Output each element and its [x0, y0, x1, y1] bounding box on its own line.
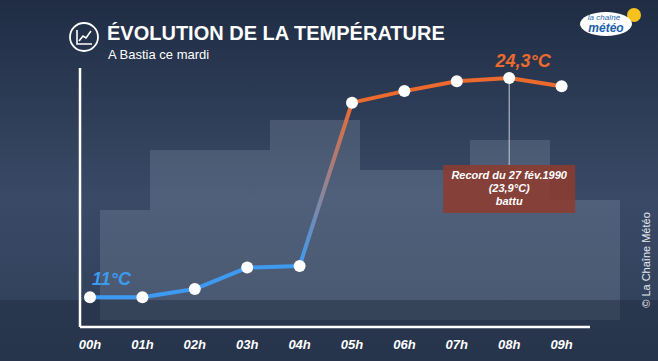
x-tick-label: 08h	[498, 337, 520, 352]
subtitle: A Bastia ce mardi	[108, 47, 209, 62]
icon-axes	[77, 30, 92, 44]
x-tick-label: 06h	[393, 337, 415, 352]
point	[503, 72, 515, 84]
point	[451, 75, 463, 87]
plot-marks	[84, 72, 568, 303]
chart: ÉVOLUTION DE LA TEMPÉRATURE A Bastia ce m…	[0, 0, 658, 361]
point	[294, 260, 306, 272]
temperature-line	[90, 78, 562, 297]
logo-text: météo	[588, 21, 623, 35]
background	[0, 0, 658, 361]
point	[241, 262, 253, 274]
point	[556, 80, 568, 92]
x-tick-label: 01h	[131, 337, 153, 352]
x-axis	[80, 326, 590, 329]
icon-line	[79, 31, 91, 41]
header-icon	[70, 23, 98, 51]
logo-cloud	[580, 12, 632, 36]
title: ÉVOLUTION DE LA TEMPÉRATURE	[107, 22, 445, 44]
point	[398, 85, 410, 97]
x-tick-label: 02h	[184, 337, 206, 352]
annotation-box	[443, 165, 575, 213]
credit: © La Chaîne Météo	[640, 212, 652, 308]
x-tick-label: 04h	[288, 337, 310, 352]
annotation-text: battu	[496, 195, 523, 207]
point	[346, 97, 358, 109]
root: ÉVOLUTION DE LA TEMPÉRATURE A Bastia ce m…	[0, 0, 658, 361]
point	[136, 291, 148, 303]
logo: la chaînemétéo	[580, 8, 641, 36]
data-label: 24,3°C	[495, 51, 552, 71]
icon-circle	[70, 23, 98, 51]
x-tick-label: 07h	[446, 337, 468, 352]
x-tick-label: 09h	[550, 337, 572, 352]
y-axis	[79, 68, 82, 327]
x-tick-label: 05h	[341, 337, 363, 352]
point	[84, 291, 96, 303]
point	[189, 283, 201, 295]
data-label: 11°C	[92, 269, 132, 289]
annotation-text: (23,9°C)	[489, 182, 530, 194]
annotation-text: Record du 27 fév.1990	[451, 169, 567, 181]
x-tick-label: 03h	[236, 337, 258, 352]
annotation-leader	[509, 78, 510, 165]
x-tick-label: 00h	[79, 337, 101, 352]
water	[0, 300, 658, 361]
